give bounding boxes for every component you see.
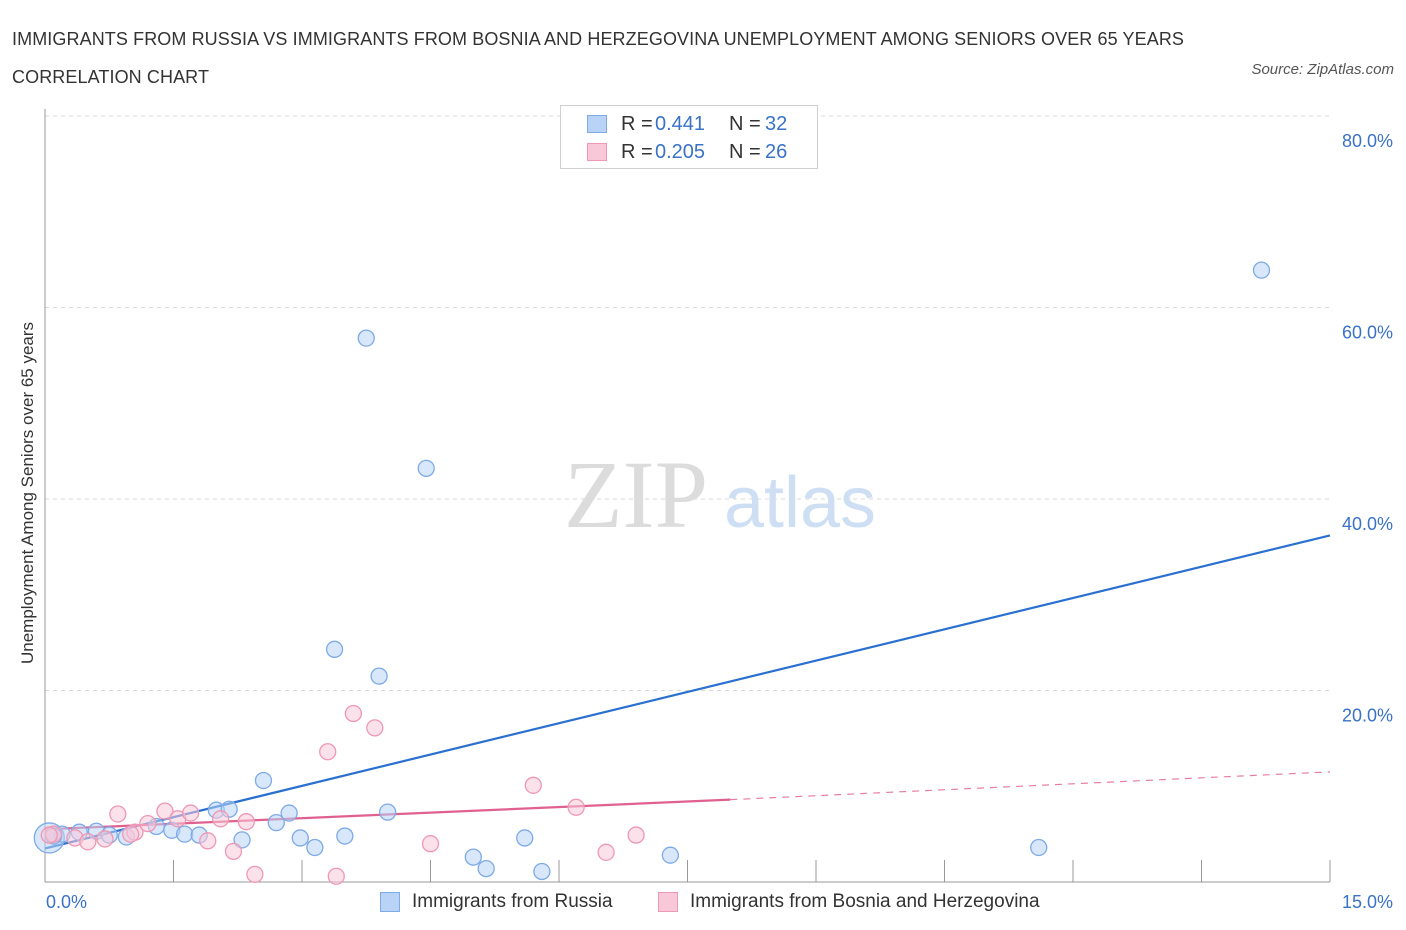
r-label: R = — [621, 140, 653, 163]
bosnia-point — [199, 832, 217, 850]
grid-lines — [45, 115, 1330, 691]
russia-point — [370, 667, 388, 685]
russia-point — [175, 825, 194, 843]
russia-point — [1252, 261, 1271, 279]
bosnia-point — [567, 798, 585, 816]
russia-point — [267, 813, 285, 832]
russia-point — [357, 329, 375, 347]
russia-point — [661, 846, 680, 864]
source-label: Source: ZipAtlas.com — [1251, 61, 1394, 78]
russia-swatch — [587, 115, 607, 133]
trend-lines — [44, 534, 1331, 850]
bosnia-point — [344, 704, 363, 723]
y-tick-label: 80.0% — [1342, 131, 1393, 151]
series-legend-russia: Immigrants from Russia — [380, 888, 613, 916]
russia-point — [464, 848, 482, 866]
y-axis-label: Unemployment Among Seniors over 65 years — [18, 321, 37, 665]
bosnia-point — [246, 865, 264, 883]
chart-title: IMMIGRANTS FROM RUSSIA VS IMMIGRANTS FRO… — [12, 29, 1185, 87]
russia-point — [254, 771, 273, 790]
axes — [44, 109, 1331, 883]
bosnia-point — [327, 867, 345, 885]
bosnia-point — [224, 842, 243, 861]
bosnia-point — [181, 804, 200, 822]
russia-point — [280, 804, 298, 822]
watermark: ZIP atlas — [564, 441, 876, 548]
bosnia-point — [366, 719, 384, 737]
russia-point — [533, 862, 551, 881]
trend-line-extension-bosnia — [730, 771, 1331, 801]
y-tick-label: 20.0% — [1342, 706, 1393, 726]
russia-legend-label: Immigrants from Russia — [412, 891, 613, 912]
n-label: N = — [729, 112, 761, 135]
bosnia-point — [627, 826, 645, 844]
bosnia-r-value: 0.205 — [655, 140, 706, 163]
russia-point — [516, 829, 534, 847]
russia-point — [477, 859, 495, 878]
legend-row-russia: R = 0.441 N = 32 — [587, 112, 787, 136]
bosnia-point — [109, 805, 127, 823]
correlation-legend: R = 0.441 N = 32 R = 0.205 N = 26 — [560, 105, 818, 169]
n-label: N = — [729, 140, 761, 163]
bosnia-point — [96, 830, 114, 848]
bosnia-point — [79, 833, 97, 851]
russia-point — [306, 838, 324, 857]
bosnia-point — [122, 825, 140, 843]
bosnia-point — [156, 802, 174, 820]
x-tick-label: 15.0% — [1342, 892, 1393, 912]
bosnia-swatch — [587, 143, 607, 161]
bosnia-point — [319, 743, 337, 761]
bosnia-point — [40, 826, 58, 844]
bosnia-point — [597, 843, 615, 861]
bosnia-legend-swatch — [658, 892, 678, 912]
r-label: R = — [621, 112, 653, 135]
bosnia-point — [139, 814, 157, 833]
russia-point — [325, 640, 344, 658]
russia-point — [291, 829, 309, 847]
series-legend-bosnia: Immigrants from Bosnia and Herzegovina — [658, 888, 1040, 916]
russia-n-value: 32 — [765, 112, 788, 135]
russia-point — [336, 827, 354, 845]
russia-point — [1030, 838, 1048, 857]
bosnia-point — [524, 776, 542, 794]
bosnia-n-value: 26 — [765, 140, 788, 163]
russia-point — [233, 831, 251, 849]
trend-line-russia — [44, 534, 1331, 850]
watermark-zip: ZIP — [564, 441, 708, 548]
russia-point — [379, 803, 397, 821]
bosnia-point — [211, 810, 230, 828]
data-points — [33, 261, 1271, 885]
watermark-atlas: atlas — [724, 463, 876, 543]
tick-labels: 20.0% 40.0% 60.0% 80.0% 0.0% 15.0% — [46, 131, 1393, 912]
bosnia-point — [237, 813, 255, 831]
legend-row-bosnia: R = 0.205 N = 26 — [587, 140, 787, 164]
x-tick-label: 0.0% — [46, 892, 87, 912]
russia-legend-swatch — [380, 892, 400, 912]
russia-point — [417, 459, 435, 478]
y-tick-label: 40.0% — [1342, 514, 1393, 534]
russia-r-value: 0.441 — [655, 112, 706, 135]
y-tick-label: 60.0% — [1342, 323, 1393, 343]
bosnia-legend-label: Immigrants from Bosnia and Herzegovina — [690, 891, 1040, 912]
bosnia-point — [421, 835, 440, 853]
